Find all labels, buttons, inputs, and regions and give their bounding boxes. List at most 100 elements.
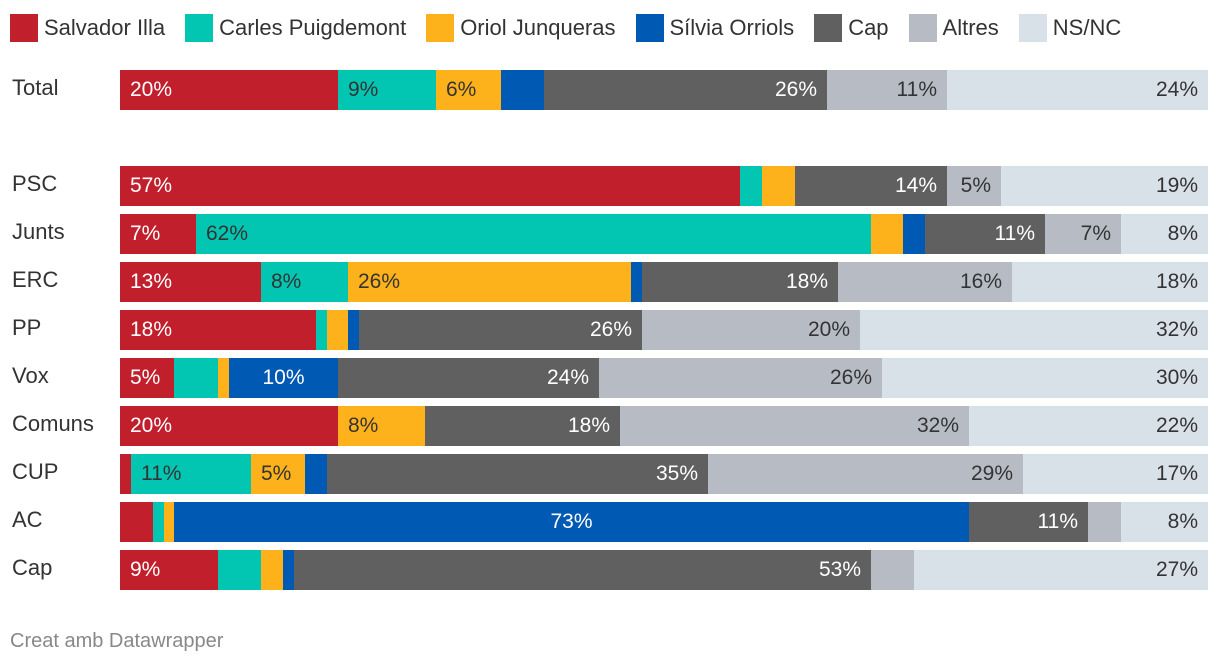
bar-segment — [871, 214, 903, 254]
legend-label: NS/NC — [1052, 15, 1122, 40]
bar-segment — [795, 166, 947, 206]
bar-segment — [925, 214, 1045, 254]
legend-item: Oriol Junqueras — [426, 14, 616, 42]
data-label: 73% — [550, 510, 593, 533]
legend-item: Carles Puigdemont — [185, 14, 406, 42]
bar-segment — [261, 262, 348, 302]
bar-segment — [283, 550, 294, 590]
legend-item: Salvador Illa — [10, 14, 165, 42]
bar-segment — [174, 502, 969, 542]
data-label: 20% — [130, 78, 173, 101]
bar-segment — [120, 166, 740, 206]
data-label: 26% — [774, 78, 817, 101]
bar-segment — [338, 406, 425, 446]
legend-label: Salvador Illa — [44, 15, 166, 40]
data-label: 11% — [1037, 510, 1078, 533]
bar-segment — [631, 262, 642, 302]
bar-segment — [338, 358, 599, 398]
bar-segment — [120, 454, 131, 494]
row-label: Vox — [12, 363, 49, 388]
bar-segment — [196, 214, 871, 254]
bar-segment — [338, 70, 436, 110]
bar-segment — [229, 358, 338, 398]
bar-row: 11% 5% 35% 29% 17% — [120, 454, 1208, 494]
bar-segment — [1045, 214, 1121, 254]
bar-segment — [620, 406, 969, 446]
bar-segment — [708, 454, 1023, 494]
data-label: 8% — [1167, 222, 1198, 245]
bar-row: 20% 9% 6% 26% 11% 24% — [120, 70, 1208, 110]
row-label: Cap — [12, 555, 53, 580]
bar-segment — [827, 70, 947, 110]
bar-segment — [914, 550, 1208, 590]
bar-segment — [860, 310, 1208, 350]
bar-segment — [174, 358, 218, 398]
legend-item: Altres — [908, 14, 999, 42]
bar-segment — [316, 310, 327, 350]
bar-segment — [153, 502, 164, 542]
data-label: 5% — [130, 366, 161, 389]
row-label: Total — [12, 75, 59, 100]
data-label: 19% — [1155, 174, 1198, 197]
data-label: 26% — [589, 318, 632, 341]
bar-segment — [120, 550, 218, 590]
data-label: 11% — [994, 222, 1035, 245]
bar-segment — [762, 166, 795, 206]
data-label: 30% — [1155, 366, 1198, 389]
legend-label: Altres — [942, 15, 999, 40]
bar-segment — [871, 550, 914, 590]
legend-item: Sílvia Orriols — [635, 14, 794, 42]
bar-segment — [544, 70, 827, 110]
row-label: AC — [12, 507, 43, 532]
row-label: ERC — [12, 267, 59, 292]
data-label: 7% — [130, 222, 161, 245]
bar-segment — [305, 454, 327, 494]
bar-segment — [120, 358, 174, 398]
bar-segment — [947, 166, 1001, 206]
data-label: 8% — [348, 414, 379, 437]
legend-swatch — [185, 14, 214, 42]
data-label: 11% — [141, 462, 182, 485]
legend-swatch — [10, 14, 38, 42]
data-label: 35% — [655, 462, 698, 485]
bar-segment — [642, 262, 838, 302]
bar-segment — [1001, 166, 1208, 206]
data-label: 13% — [130, 270, 173, 293]
data-label: 5% — [960, 174, 991, 197]
data-label: 62% — [206, 222, 249, 245]
bar-segment — [120, 406, 338, 446]
legend-item: Cap — [814, 14, 889, 42]
data-label: 53% — [818, 558, 861, 581]
bar-segment — [294, 550, 871, 590]
data-label: 29% — [970, 462, 1013, 485]
legend-item: NS/NC — [1018, 14, 1122, 42]
legend-swatch — [814, 14, 843, 42]
legend-label: Carles Puigdemont — [219, 15, 407, 40]
data-label: 17% — [1155, 462, 1198, 485]
bar-segment — [120, 70, 338, 110]
bar-segment — [359, 310, 642, 350]
bar-row: 73% 11% 8% — [120, 502, 1208, 542]
legend-swatch — [908, 14, 937, 42]
bar-segment — [969, 406, 1208, 446]
bar-segment — [642, 310, 860, 350]
bar-segment — [969, 502, 1088, 542]
data-label: 26% — [358, 270, 401, 293]
row-label: Comuns — [12, 411, 94, 436]
data-label: 20% — [807, 318, 850, 341]
chart-legend: Salvador Illa Carles Puigdemont Oriol Junq… — [10, 12, 1141, 44]
legend-swatch — [426, 14, 455, 42]
data-label: 9% — [130, 558, 161, 581]
row-label: CUP — [12, 459, 59, 484]
bar-segment — [1121, 502, 1208, 542]
bar-segment — [838, 262, 1012, 302]
legend-swatch — [635, 14, 664, 42]
bar-row: 7% 62% 11% 7% 8% — [120, 214, 1208, 254]
bar-segment — [348, 262, 631, 302]
row-label: Junts — [12, 219, 65, 244]
data-label: 32% — [916, 414, 959, 437]
legend-label: Oriol Junqueras — [460, 15, 616, 40]
bar-segment — [218, 358, 229, 398]
bar-segment — [164, 502, 174, 542]
data-label: 16% — [959, 270, 1002, 293]
